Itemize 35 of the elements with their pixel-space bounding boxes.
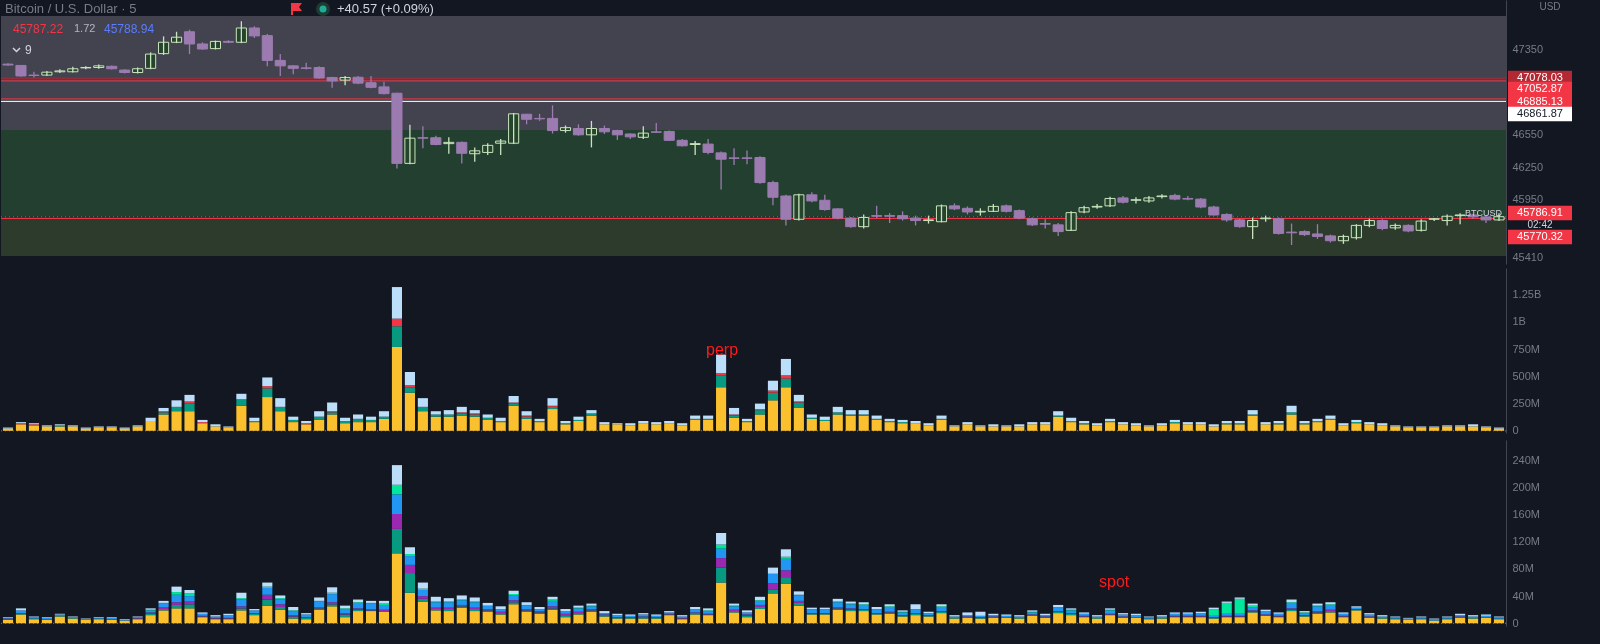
ref-line-label: 45786.91 [1517,206,1563,218]
y-tick-label: 46550 [1512,128,1544,141]
y-tick-label: 40M [1512,589,1534,602]
annotation: 45788.94 [104,22,155,36]
y-tick-label: 250M [1512,397,1541,410]
y-tick-label: 750M [1512,342,1541,355]
y-tick-label: 1.25B [1512,288,1542,301]
annotation: +40.57 (+0.09%) [337,1,434,16]
y-tick-label: 46250 [1512,160,1544,173]
ref-line-label: 46861.87 [1517,107,1563,119]
y-tick-label: 240M [1512,453,1541,466]
ref-line-label: 47078.03 [1517,71,1563,83]
y-tick-label: 200M [1512,481,1541,494]
y-tick-label: 47350 [1512,42,1544,55]
ref-line-label: 47052.87 [1517,82,1563,94]
y-tick-label: 45950 [1512,192,1544,205]
y-tick-label: 0 [1512,616,1519,629]
y-tick-label: 0 [1512,424,1519,437]
y-tick-label: 80M [1512,562,1534,575]
annotation: Bitcoin / U.S. Dollar · 5 [5,1,137,16]
ref-line-label: 45770.32 [1517,230,1563,242]
text: USD [1539,1,1561,12]
y-tick-label: 45410 [1512,250,1544,263]
annotation: 1.72 [74,22,96,34]
y-tick-label: 500M [1512,369,1541,382]
y-tick-label: 160M [1512,508,1541,521]
annotation: 45787.22 [13,22,64,36]
annotation: perp [706,341,739,358]
text: 02:42 [1527,219,1553,230]
y-tick-label: 1B [1512,315,1526,328]
y-tick-label: 120M [1512,535,1541,548]
annotation: spot [1099,573,1130,590]
annotation: BTCUSD [1464,208,1503,218]
ref-line-label: 46885.13 [1517,95,1563,107]
annotation: 9 [25,43,32,57]
